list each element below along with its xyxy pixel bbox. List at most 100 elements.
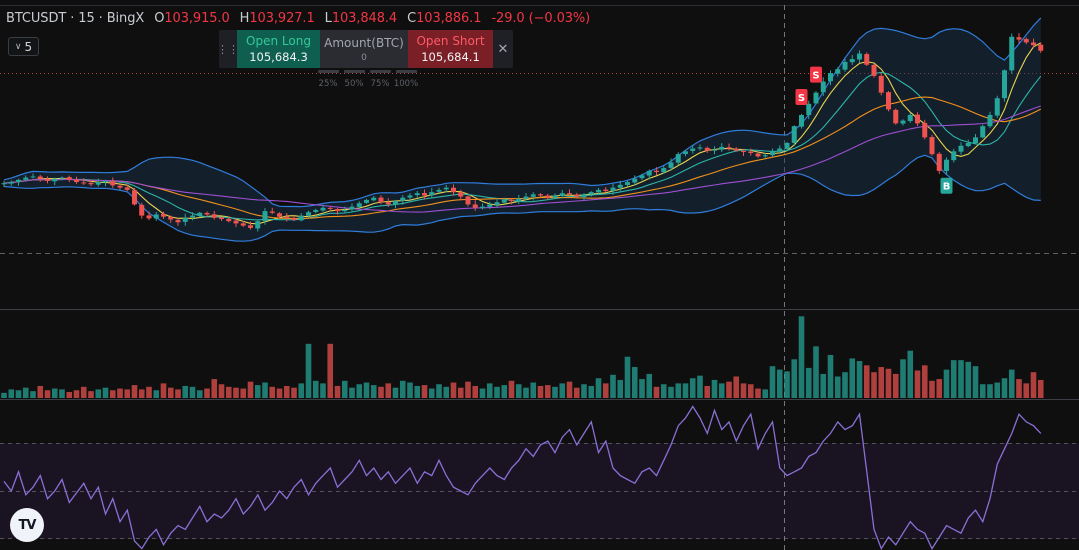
volume-bar — [559, 383, 566, 398]
volume-bar — [994, 382, 1001, 398]
volume-bar — [421, 385, 428, 398]
candle-body — [654, 170, 659, 172]
indicators-toggle-button[interactable]: ∨ 5 — [8, 37, 39, 56]
volume-bar — [537, 385, 544, 398]
candle-body — [45, 179, 50, 181]
volume-bar — [305, 343, 312, 398]
candle-body — [23, 177, 29, 180]
volume-bar — [929, 380, 935, 398]
high-value: 103,927.1 — [249, 11, 315, 26]
volume-bar — [646, 373, 653, 398]
candle-body — [697, 147, 703, 149]
volume-bar — [762, 389, 769, 398]
volume-bar — [102, 387, 109, 398]
candle-body — [335, 208, 340, 212]
volume-bar — [479, 388, 486, 398]
volume-bar — [392, 387, 399, 398]
volume-bar — [631, 367, 638, 398]
candle-body — [719, 146, 725, 150]
candle-body — [849, 59, 855, 63]
volume-bar — [842, 372, 848, 398]
candle-body — [762, 155, 768, 157]
percent-100-button[interactable]: 100% — [394, 70, 418, 89]
open-value: 103,915.0 — [164, 11, 230, 26]
candle-body — [262, 211, 268, 221]
candle-body — [74, 179, 79, 183]
drag-handle-icon[interactable]: ⋮⋮ — [217, 42, 239, 56]
volume-bar — [88, 391, 94, 398]
volume-bar — [921, 365, 928, 398]
candle-body — [965, 142, 971, 147]
volume-bar — [450, 382, 457, 398]
volume-bar — [581, 384, 587, 398]
candle-body — [661, 168, 667, 173]
volume-bar — [385, 383, 392, 398]
percent-50-button[interactable]: 50% — [343, 70, 365, 89]
volume-bar — [689, 378, 696, 398]
volume-bar — [639, 379, 645, 398]
percent-25-button[interactable]: 25% — [317, 70, 339, 89]
open-short-button[interactable]: Open Short 105,684.1 — [408, 30, 493, 68]
amount-field[interactable]: Amount(BTC) 0 — [320, 30, 408, 68]
signal-label: B — [943, 182, 951, 193]
volume-bar — [660, 384, 667, 398]
volume-bar — [472, 385, 479, 398]
volume-bar — [834, 376, 841, 398]
candle-body — [487, 204, 493, 207]
symbol-title[interactable]: BTCUSDT · 15 · BingX — [6, 11, 145, 26]
candle-body — [211, 214, 217, 218]
percent-75-button[interactable]: 75% — [369, 70, 391, 89]
candle-body — [1031, 42, 1036, 46]
candle-body — [530, 194, 536, 197]
volume-bar — [146, 386, 152, 398]
volume-bar — [979, 384, 986, 398]
volume-bar — [182, 385, 189, 398]
candle-body — [298, 215, 304, 221]
close-icon[interactable]: ✕ — [497, 41, 509, 57]
volume-bar — [428, 388, 435, 398]
chevron-down-icon: ∨ — [14, 41, 22, 52]
candle-body — [59, 177, 65, 179]
open-long-price: 105,684.3 — [249, 50, 308, 64]
candle-body — [799, 115, 804, 127]
volume-bar — [704, 385, 711, 398]
volume-bar — [457, 387, 464, 398]
candle-body — [190, 215, 195, 218]
bollinger-fill — [4, 17, 1041, 242]
volume-bar — [204, 388, 210, 398]
candle-body — [66, 177, 72, 180]
volume-bar — [602, 383, 609, 398]
candle-body — [603, 189, 609, 191]
candle-body — [342, 210, 348, 212]
candle-body — [929, 137, 935, 155]
candle-body — [146, 215, 152, 219]
candle-body — [226, 218, 232, 222]
volume-bar — [595, 378, 602, 398]
volume-bar — [414, 385, 421, 398]
bollinger-lower-line — [3, 154, 1041, 242]
volume-bar — [160, 383, 167, 398]
candle-body — [8, 182, 14, 184]
volume-bar — [523, 387, 529, 398]
candle-body — [668, 162, 674, 168]
volume-bar — [747, 384, 754, 398]
volume-bar — [189, 386, 196, 398]
open-long-button[interactable]: Open Long 105,684.3 — [237, 30, 320, 68]
candle-body — [813, 92, 819, 104]
open-long-label: Open Long — [246, 34, 311, 48]
low-value: 103,848.4 — [331, 11, 398, 26]
ma-long-line — [3, 105, 1041, 213]
volume-bar — [653, 386, 660, 398]
ma-mid-line — [3, 71, 1042, 221]
tradingview-logo-icon[interactable]: TV — [10, 508, 44, 542]
candle-body — [327, 207, 333, 209]
volume-bar — [1, 392, 7, 398]
low-label: L — [324, 11, 332, 26]
volume-bar — [1001, 378, 1008, 398]
rsi-line — [3, 405, 1042, 550]
candle-body — [581, 194, 587, 198]
volume-bar — [617, 379, 624, 398]
volume-bar — [15, 390, 22, 398]
volume-bar — [363, 382, 370, 398]
